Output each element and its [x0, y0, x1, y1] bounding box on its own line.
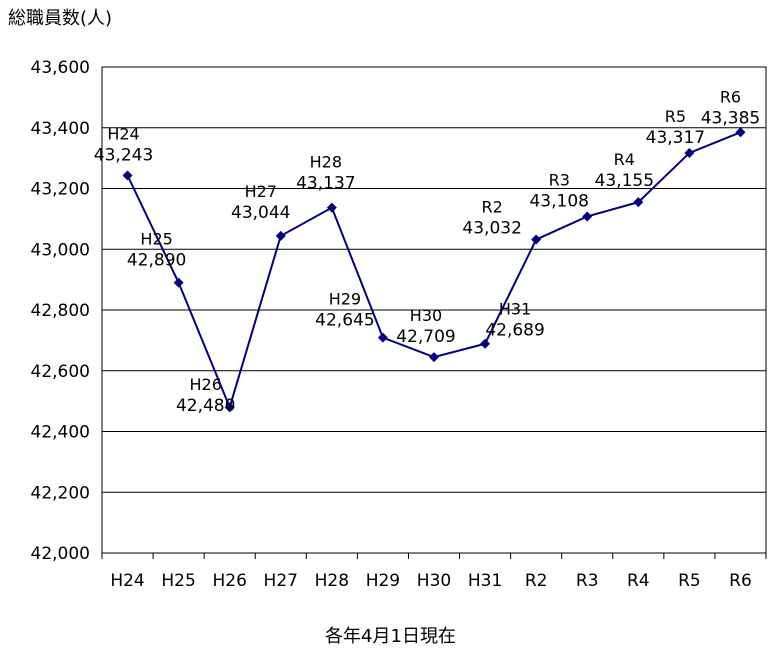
x-tick-label: R2: [525, 571, 548, 591]
data-label-name: H26: [189, 375, 221, 394]
data-point: [480, 338, 491, 349]
x-tick-label: H25: [161, 571, 195, 591]
data-labels: H24 43,243 H25 42,890 H26 42,480 H27 43,044 H28 4…: [94, 87, 760, 416]
data-point: [531, 234, 542, 245]
y-tick-labels: 42,000 42,200 42,400 42,600 42,800 43,000 43,2…: [31, 58, 90, 564]
data-point: [429, 352, 439, 363]
x-tick-label: R4: [627, 571, 650, 591]
data-label-name: H30: [410, 306, 442, 325]
data-label-name: R4: [614, 150, 635, 169]
x-tick-label: H28: [315, 571, 349, 591]
data-label-value: 43,385: [701, 108, 760, 128]
data-point: [173, 277, 184, 288]
data-point: [224, 402, 235, 413]
x-tick-label: H26: [212, 571, 246, 591]
data-point: [377, 332, 388, 343]
data-point: [326, 202, 337, 213]
y-tick-label: 42,000: [31, 544, 90, 564]
data-label-name: H29: [329, 290, 361, 309]
data-label-name: H24: [107, 124, 139, 143]
y-tick-label: 43,200: [31, 180, 90, 200]
series-markers: [122, 127, 746, 413]
data-point: [122, 170, 133, 181]
data-label-value: 42,709: [396, 327, 455, 347]
x-tick-labels: H24 H25 H26 H27 H28 H29 H30 H31 R2 R3 R4 R5 R6: [110, 571, 751, 591]
data-point: [735, 127, 746, 138]
data-label-value: 43,044: [231, 203, 290, 223]
data-point: [633, 197, 644, 208]
y-tick-label: 43,000: [31, 240, 90, 260]
data-label-value: 42,645: [315, 311, 374, 331]
data-label-name: R5: [665, 107, 686, 126]
data-label-name: R3: [549, 170, 570, 189]
y-tick-label: 42,600: [31, 362, 90, 382]
data-label-name: H31: [499, 300, 531, 319]
y-tick-label: 43,600: [31, 58, 90, 78]
data-point: [275, 230, 286, 241]
x-tick-label: R6: [729, 571, 752, 591]
data-label-value: 43,032: [462, 219, 521, 239]
data-label-value: 43,108: [529, 191, 588, 211]
x-tick-label: H29: [366, 571, 400, 591]
data-label-value: 43,137: [296, 174, 355, 194]
plot-area-frame: [101, 66, 767, 554]
x-axis-ticks: [101, 553, 767, 559]
data-label-name: H27: [245, 182, 277, 201]
data-label-value: 43,243: [94, 145, 153, 165]
data-label-value: 43,155: [595, 171, 654, 191]
data-label-name: R2: [482, 198, 503, 217]
y-tick-label: 42,400: [31, 423, 90, 443]
data-label-value: 42,689: [485, 321, 544, 341]
y-axis-label: 総職員数(人): [8, 8, 113, 29]
y-tick-label: 42,200: [31, 483, 90, 503]
x-axis-label: 各年4月1日現在: [325, 626, 456, 647]
data-point: [582, 211, 593, 222]
y-tick-label: 42,800: [31, 301, 90, 321]
x-tick-label: H27: [264, 571, 298, 591]
y-tick-label: 43,400: [31, 119, 90, 139]
x-tick-label: H31: [468, 571, 502, 591]
data-label-value: 42,890: [127, 251, 186, 271]
x-tick-label: H30: [417, 571, 451, 591]
data-label-name: R6: [720, 87, 741, 106]
data-label-value: 42,480: [176, 396, 235, 416]
x-tick-label: R5: [678, 571, 701, 591]
x-tick-label: H24: [110, 571, 144, 591]
data-label-name: H28: [310, 153, 342, 172]
data-label-value: 43,317: [646, 128, 705, 148]
data-point: [684, 147, 695, 158]
data-label-name: H25: [140, 230, 172, 249]
x-tick-label: R3: [576, 571, 599, 591]
